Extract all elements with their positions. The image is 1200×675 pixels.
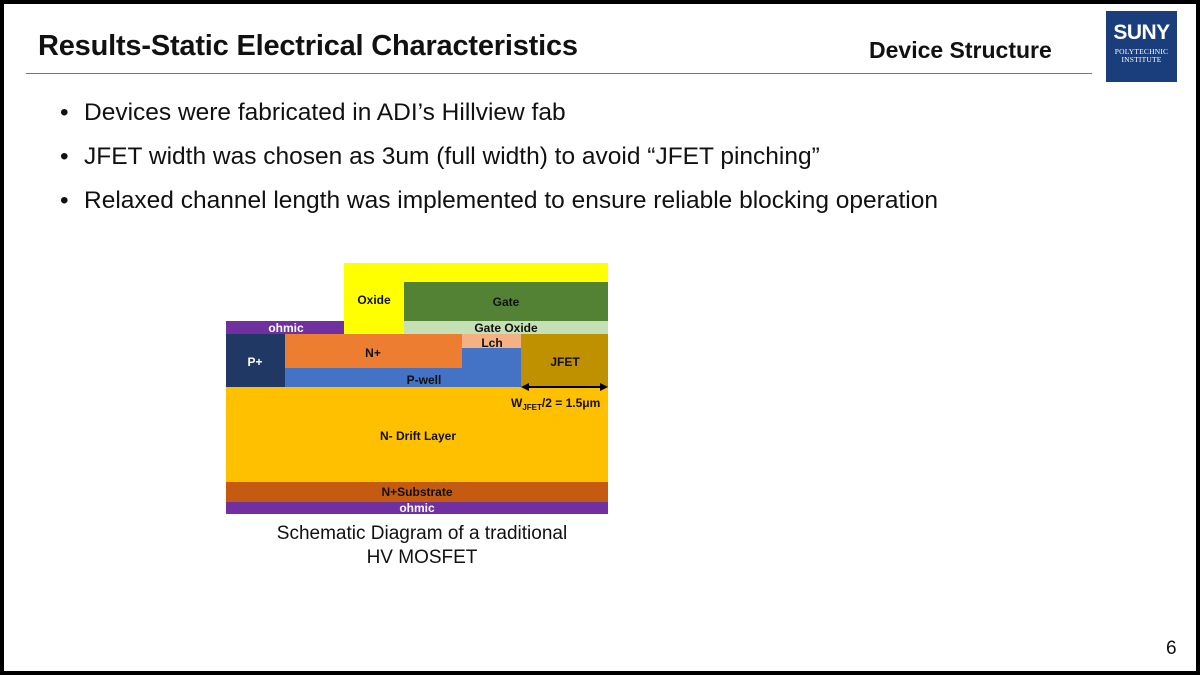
label-gate: Gate xyxy=(493,295,520,309)
bullet-dot-icon: • xyxy=(60,187,69,214)
bullet-dot-icon: • xyxy=(60,143,69,170)
label-oxide: Oxide xyxy=(357,293,391,307)
caption-line-1: Schematic Diagram of a traditional xyxy=(276,523,568,544)
suny-poly-logo: SUNY POLYTECHNIC INSTITUTE xyxy=(1106,11,1177,82)
p-plus-region xyxy=(226,334,285,387)
caption-line-2: HV MOSFET xyxy=(366,547,478,568)
gate-region xyxy=(404,282,608,321)
lch-region xyxy=(462,334,521,348)
drift-layer-region xyxy=(226,387,608,482)
ohmic-top-region xyxy=(226,321,344,334)
bullet-list: • Devices were fabricated in ADI’s Hillvi… xyxy=(60,98,938,230)
page-number: 6 xyxy=(1166,638,1177,659)
section-title: Device Structure xyxy=(869,37,1052,63)
ohmic-bottom-region xyxy=(226,502,608,514)
bullet-item: • Devices were fabricated in ADI’s Hillvi… xyxy=(60,98,938,142)
jfet-width-arrow-icon xyxy=(521,383,608,391)
bullet-text: Devices were fabricated in ADI’s Hillvie… xyxy=(84,99,566,126)
label-n-plus: N+ xyxy=(365,346,381,360)
label-ohmic-bottom: ohmic xyxy=(399,501,435,515)
slide: Results-Static Electrical Characteristic… xyxy=(4,4,1196,671)
label-jfet-width-w: W xyxy=(511,396,523,410)
label-jfet-width-rest: /2 = 1.5μm xyxy=(542,396,600,410)
logo-sub-text-2: INSTITUTE xyxy=(1121,55,1162,64)
label-gate-oxide: Gate Oxide xyxy=(474,321,538,335)
bullet-dot-icon: • xyxy=(60,99,69,126)
logo-main-text: SUNY xyxy=(1113,21,1170,44)
label-drift-layer: N- Drift Layer xyxy=(380,429,456,443)
gate-oxide-region xyxy=(404,321,608,334)
diagram-caption: Schematic Diagram of a traditional HV MO… xyxy=(222,522,622,570)
logo-sub-text-1: POLYTECHNIC xyxy=(1114,47,1169,56)
bullet-item: • Relaxed channel length was implemented … xyxy=(60,186,938,230)
bullet-item: • JFET width was chosen as 3um (full widt… xyxy=(60,142,938,186)
label-jfet-width: WJFET/2 = 1.5μm xyxy=(511,396,600,412)
title-divider xyxy=(26,73,1092,74)
bullet-text: Relaxed channel length was implemented t… xyxy=(84,187,938,214)
bullet-text: JFET width was chosen as 3um (full width… xyxy=(84,143,820,170)
label-ohmic-top: ohmic xyxy=(268,321,304,335)
label-jfet: JFET xyxy=(550,355,580,369)
mosfet-cross-section-diagram: Oxide Gate ohmic Gate Oxide Lch P+ N+ JF… xyxy=(226,263,608,515)
label-substrate: N+Substrate xyxy=(381,485,452,499)
jfet-region xyxy=(521,334,608,387)
label-lch: Lch xyxy=(481,336,502,350)
label-p-plus: P+ xyxy=(247,355,262,369)
label-p-well: P-well xyxy=(407,373,442,387)
label-jfet-width-sub: JFET xyxy=(522,403,542,412)
substrate-region xyxy=(226,482,608,502)
n-plus-region xyxy=(285,334,462,368)
slide-title: Results-Static Electrical Characteristic… xyxy=(38,30,578,62)
